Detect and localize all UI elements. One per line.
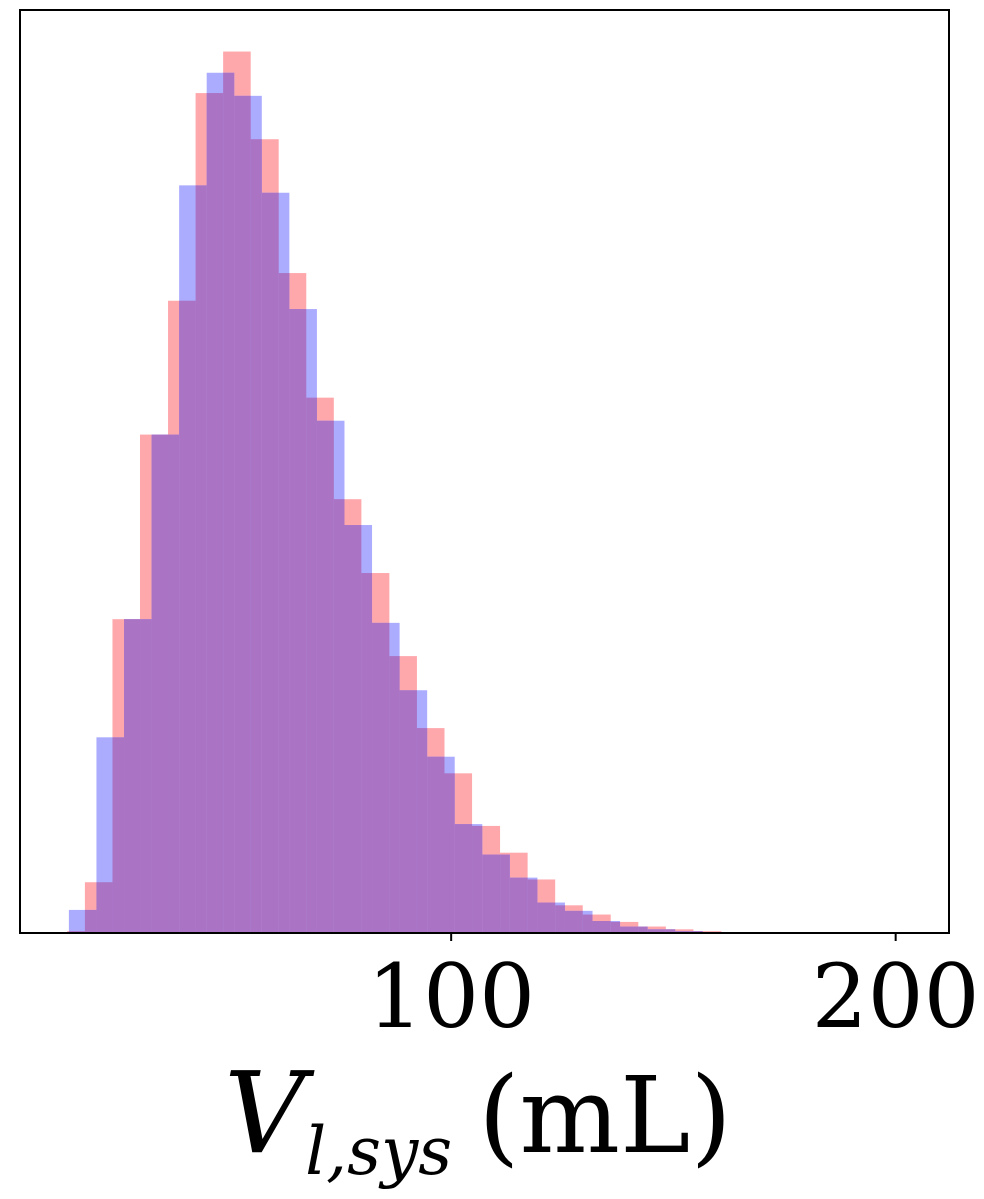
bar-overlap — [472, 825, 483, 933]
bar-overlap — [444, 773, 455, 933]
bar-overlap — [234, 95, 251, 934]
x-tick-label: 200 — [812, 945, 980, 1048]
bar-overlap — [389, 656, 400, 933]
bar-overlap — [665, 929, 676, 933]
bar-overlap — [112, 737, 125, 933]
bar-overlap — [96, 882, 113, 933]
bar-overlap — [140, 619, 152, 933]
bar-overlap — [306, 397, 317, 933]
bar-overlap — [427, 756, 445, 933]
bar-overlap — [555, 905, 565, 933]
bar-overlap — [582, 914, 593, 933]
bar-overlap — [416, 728, 428, 933]
bar-overlap — [333, 499, 345, 933]
bar-overlap — [289, 309, 307, 933]
bar-overlap — [206, 93, 224, 933]
bar-overlap — [399, 690, 417, 933]
bar-overlap — [151, 434, 169, 933]
bar-overlap — [179, 300, 196, 933]
x-tick-label: 100 — [367, 945, 535, 1048]
x-axis-ticks: 100 200 — [367, 933, 980, 1048]
x-axis-label-unit: (mL) — [478, 1054, 732, 1177]
bar-overlap — [316, 420, 334, 934]
bar-overlap — [168, 434, 180, 933]
bar-overlap — [361, 573, 373, 933]
bar-overlap — [223, 72, 235, 933]
bar-overlap — [454, 824, 473, 933]
bar-overlap — [124, 619, 141, 933]
bar-overlap — [500, 854, 510, 933]
bar-overlap — [638, 926, 648, 933]
bar-overlap — [278, 273, 290, 933]
bar-overlap — [261, 192, 279, 933]
bar-overlap — [509, 877, 528, 933]
bar-overlap — [482, 854, 501, 933]
x-axis-label: Vl,sys (mL) — [224, 1049, 732, 1190]
x-axis-label-symbol: V — [224, 1049, 315, 1179]
bar-overlap — [647, 929, 666, 933]
bar-overlap — [592, 921, 611, 933]
bar-overlap — [610, 921, 621, 933]
x-axis-label-subscript: l,sys — [305, 1113, 452, 1190]
bar-overlap — [620, 926, 639, 933]
plot-frame — [19, 9, 950, 934]
bar-overlap — [527, 879, 538, 933]
bar-overlap — [344, 525, 362, 933]
bar-overlap — [250, 139, 262, 934]
bar-overlap — [537, 902, 556, 933]
bar-overlap — [84, 909, 97, 933]
overlap-bars — [68, 72, 703, 934]
bar-overlap — [564, 910, 583, 933]
bar-overlap — [195, 185, 207, 933]
bar-overlap — [372, 622, 390, 933]
